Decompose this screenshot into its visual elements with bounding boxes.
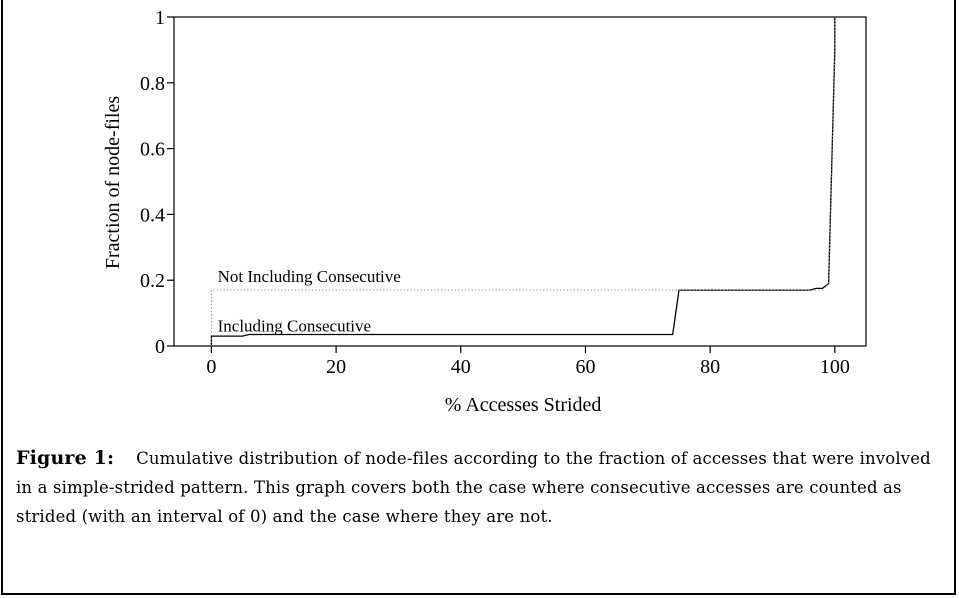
chart-labels: 0 20 40 60 80 100 0 0.2 0.4 0.6 0.8 1 % Accesses Str… (102, 7, 850, 416)
caption-text: Cumulative distribution of node-files ac… (16, 449, 931, 526)
x-tick-label: 100 (820, 356, 850, 378)
figure-caption: Figure 1: Cumulative distribution of node… (16, 444, 946, 531)
x-tick-label: 80 (700, 356, 720, 378)
caption-label: Figure 1: (16, 447, 115, 469)
y-axis-title: Fraction of node-files (102, 96, 124, 269)
y-tick-label: 0.2 (140, 270, 165, 292)
x-tick-label: 0 (206, 356, 216, 378)
plot-border (173, 16, 867, 347)
series-line-2 (210, 17, 836, 346)
x-tick-label: 40 (451, 356, 471, 378)
annotation-label: Not Including Consecutive (218, 267, 401, 286)
chart-marks (210, 17, 836, 346)
y-tick-label: 0.8 (140, 73, 165, 95)
x-tick-label: 20 (326, 356, 346, 378)
chart: 0 20 40 60 80 100 0 0.2 0.4 0.6 0.8 1 % Accesses Str… (102, 7, 867, 416)
chart-axes (167, 16, 867, 353)
y-tick-label: 0 (155, 336, 165, 358)
series-line-1 (210, 17, 836, 346)
y-tick-label: 0.6 (140, 139, 165, 161)
y-tick-label: 1 (155, 7, 165, 29)
y-tick-label: 0.4 (140, 204, 165, 226)
annotation-label: Including Consecutive (218, 317, 371, 336)
x-tick-label: 60 (575, 356, 595, 378)
x-axis-title: % Accesses Strided (445, 394, 602, 416)
